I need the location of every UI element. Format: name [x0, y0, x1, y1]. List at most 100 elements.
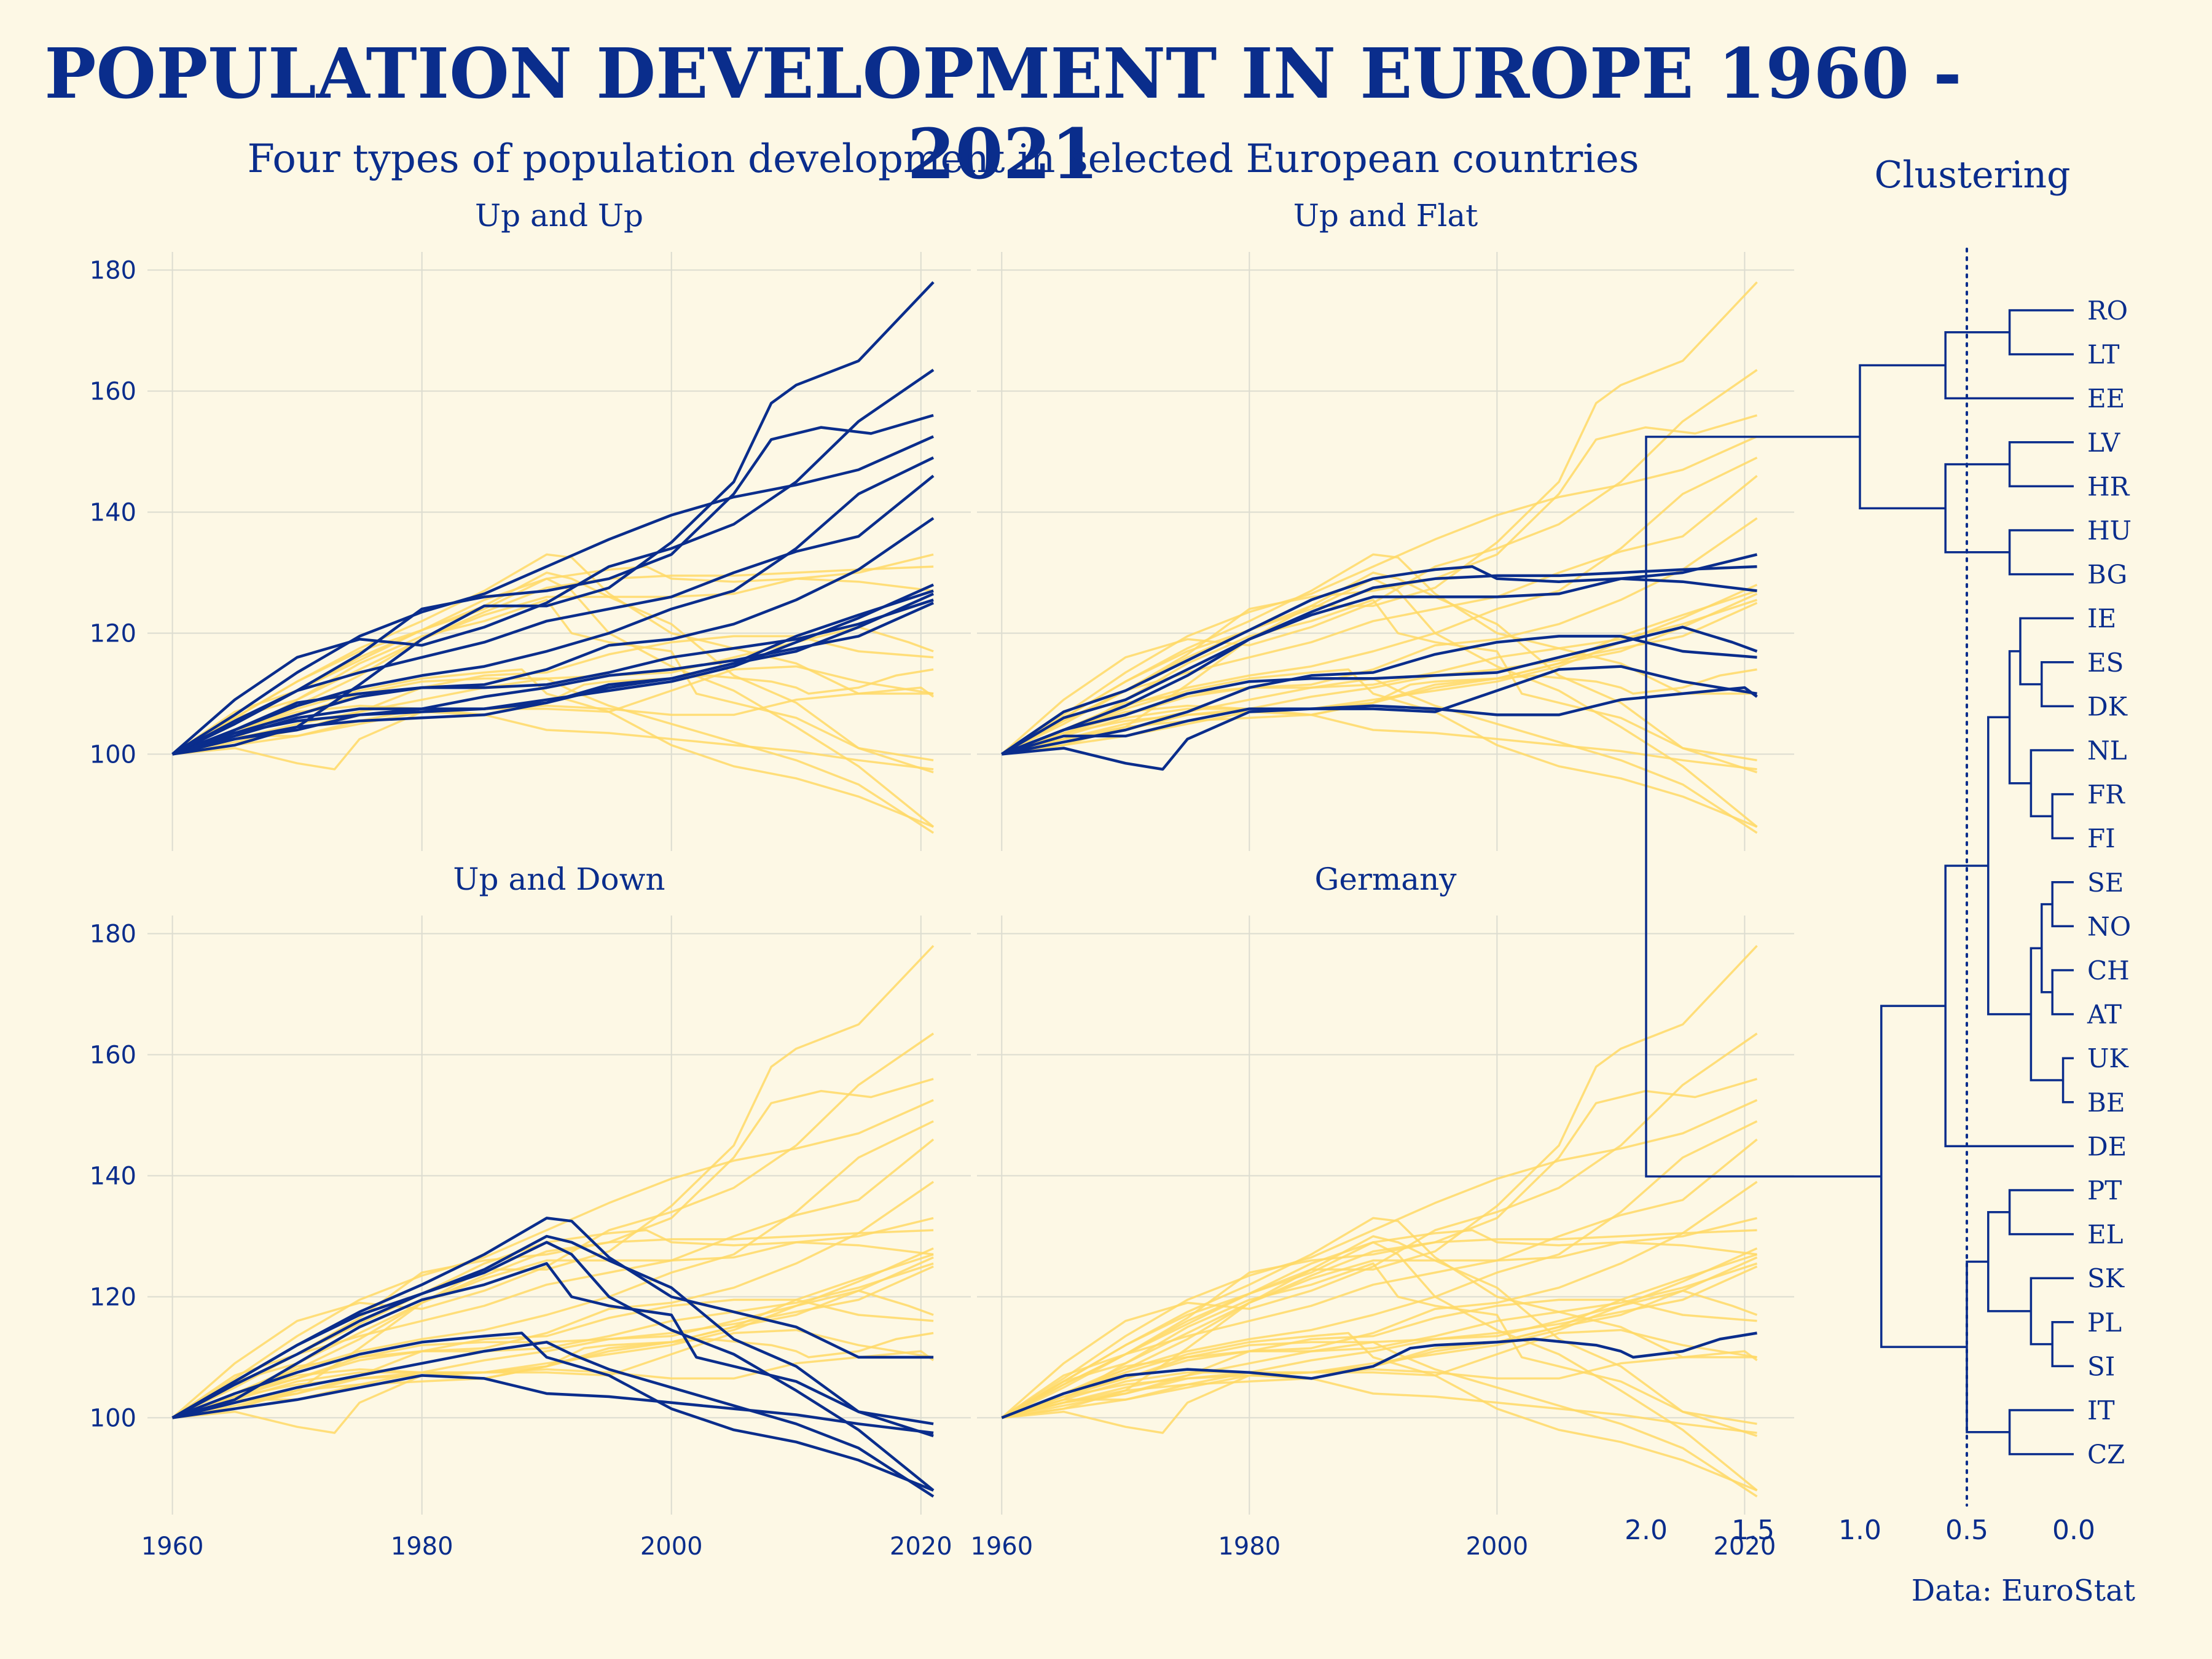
dendrogram-leaf-label: CH: [2087, 955, 2130, 986]
series-line-ch-context: [1001, 369, 1758, 755]
series-line-nl-context: [1001, 435, 1758, 755]
series-line-ro-context: [1001, 1262, 1757, 1426]
dendrogram-branch: [2061, 1057, 2074, 1104]
dendrogram-leaf-label: IT: [2087, 1395, 2115, 1426]
series-line-si-context: [1001, 1217, 1757, 1419]
x-tick-label: 2020: [1713, 1532, 1776, 1561]
x-tick-label: 2000: [1465, 1532, 1528, 1561]
series-line-de: [1001, 1332, 1757, 1419]
series-line-ch-context: [1001, 1032, 1758, 1419]
dendrogram-layer: RO LT EE LV HR HU BG IE ES DK NL FR FI SE NO CH AT UK BE DE…: [1625, 154, 2132, 1546]
panel-title: Up and Up: [475, 198, 643, 233]
dendrogram-leaf-label: NL: [2087, 735, 2127, 766]
series-line-lt: [171, 1234, 934, 1438]
y-tick-label: 100: [90, 1404, 136, 1432]
panel-germany: Germany 1960 1980 2000 2020: [970, 861, 1794, 1561]
dendrogram-branch: [2051, 1321, 2074, 1368]
dendrogram-branch: [2008, 1409, 2074, 1456]
dendrogram-leaf-label: NO: [2087, 911, 2131, 941]
series-line-pt: [1002, 665, 1757, 771]
series-line-se: [171, 517, 935, 756]
dendrogram-branch: [2051, 793, 2074, 839]
series-line-de-context: [171, 1332, 934, 1419]
y-tick-label: 140: [90, 1162, 136, 1190]
dendrogram-branch: [2051, 881, 2074, 928]
dendrogram-leaf-label: HU: [2087, 516, 2132, 546]
dendrogram-leaf-label: RO: [2087, 296, 2128, 326]
dendrogram-leaf-label: LV: [2087, 428, 2120, 458]
dendrogram-axis-label: 1.0: [1838, 1515, 1881, 1546]
dendrogram-branch: [2008, 1189, 2074, 1236]
series-line-si: [1001, 553, 1758, 756]
dendrogram-axis-label: 2.0: [1625, 1515, 1668, 1546]
series-line-hr: [172, 1341, 935, 1498]
series-line-hu-context: [1002, 1374, 1757, 1434]
dendrogram-leaf-label: BE: [2087, 1088, 2125, 1118]
y-tick-label: 160: [90, 1041, 136, 1070]
dendrogram-leaf-label: BG: [2087, 560, 2127, 590]
x-tick-label: 2020: [890, 1532, 952, 1561]
panel-up-and-flat: Up and Flat: [977, 198, 1794, 851]
series-line-fi: [172, 602, 935, 756]
dendrogram-axis-label: 0.5: [1945, 1515, 1988, 1546]
dendrogram-leaf-label: EL: [2087, 1220, 2124, 1250]
series-line-ee-context: [1001, 1217, 1757, 1419]
y-tick-label: 140: [90, 498, 136, 527]
series-line-ee: [171, 1217, 934, 1419]
dendrogram-branch: [2008, 309, 2074, 356]
series-line-el: [1001, 635, 1757, 756]
series-line-lt-context: [1001, 1235, 1758, 1437]
x-tick-label: 1960: [970, 1532, 1033, 1561]
series-line-ch: [171, 369, 935, 756]
dendrogram-leaf-label: SK: [2087, 1263, 2125, 1293]
data-source: Data: EuroStat: [1912, 1574, 2135, 1608]
dendrogram-branch: [2008, 529, 2074, 576]
y-tick-label: 160: [90, 378, 136, 406]
x-tick-label: 2000: [640, 1532, 703, 1561]
dendrogram-leaf-label: SI: [2087, 1351, 2115, 1381]
dendrogram-leaf-label: UK: [2087, 1043, 2129, 1073]
dendrogram-branch: [2019, 617, 2074, 686]
series-line-lv-context: [1001, 1241, 1758, 1491]
series-line-hr-context: [1001, 1341, 1758, 1497]
dendrogram-branch: [2008, 441, 2074, 488]
dendrogram-branch: [1859, 364, 1946, 509]
x-tick-label: 1960: [141, 1532, 204, 1561]
dendrogram-leaf-label: ES: [2087, 648, 2124, 678]
series-line-ro: [171, 1262, 934, 1426]
panel-title: Up and Flat: [1293, 198, 1478, 233]
dendrogram-branch: [1645, 436, 1881, 1178]
series-line-si-context: [171, 1217, 934, 1419]
dendrogram-leaf-label: PT: [2087, 1175, 2122, 1206]
series-line-el-context: [172, 1298, 934, 1419]
dendrogram-title: Clustering: [1874, 154, 2070, 197]
dendrogram-leaf-label: EE: [2087, 383, 2125, 414]
series-line-de-context: [171, 668, 934, 756]
panel-title: Up and Down: [453, 861, 665, 897]
panel-up-and-up: Up and Up 100 120 140 160 180: [90, 198, 971, 851]
dendrogram-branch: [1880, 1005, 1967, 1348]
series-line-hu-context: [172, 710, 934, 771]
series-line-cz: [1001, 686, 1758, 756]
dendrogram-leaf-label: SE: [2087, 868, 2124, 898]
series-line-sk: [1001, 565, 1757, 756]
dendrogram-axis-label: 1.5: [1732, 1515, 1775, 1546]
series-line-fr: [171, 474, 935, 756]
series-line-ro-context: [1001, 598, 1757, 762]
dendrogram-branch: [1944, 865, 2074, 1148]
series-line-ee-context: [1001, 553, 1757, 755]
dendrogram-branch: [1944, 463, 2010, 554]
y-tick-label: 100: [90, 740, 136, 769]
series-line-se-context: [1001, 1180, 1758, 1419]
series-line-de-context: [1001, 668, 1757, 756]
series-line-ch-context: [171, 1032, 935, 1419]
dendrogram-leaf-label: HR: [2087, 471, 2130, 501]
series-line-lv: [171, 1241, 935, 1492]
dendrogram-leaf-label: DK: [2087, 691, 2128, 721]
series-line-se-context: [171, 1180, 935, 1419]
series-line-ro-context: [172, 598, 934, 762]
dendrogram-leaf-label: DE: [2087, 1131, 2127, 1161]
dendrogram-axis-label: 0.0: [2052, 1515, 2095, 1546]
series-line-nl-context: [171, 1099, 934, 1419]
